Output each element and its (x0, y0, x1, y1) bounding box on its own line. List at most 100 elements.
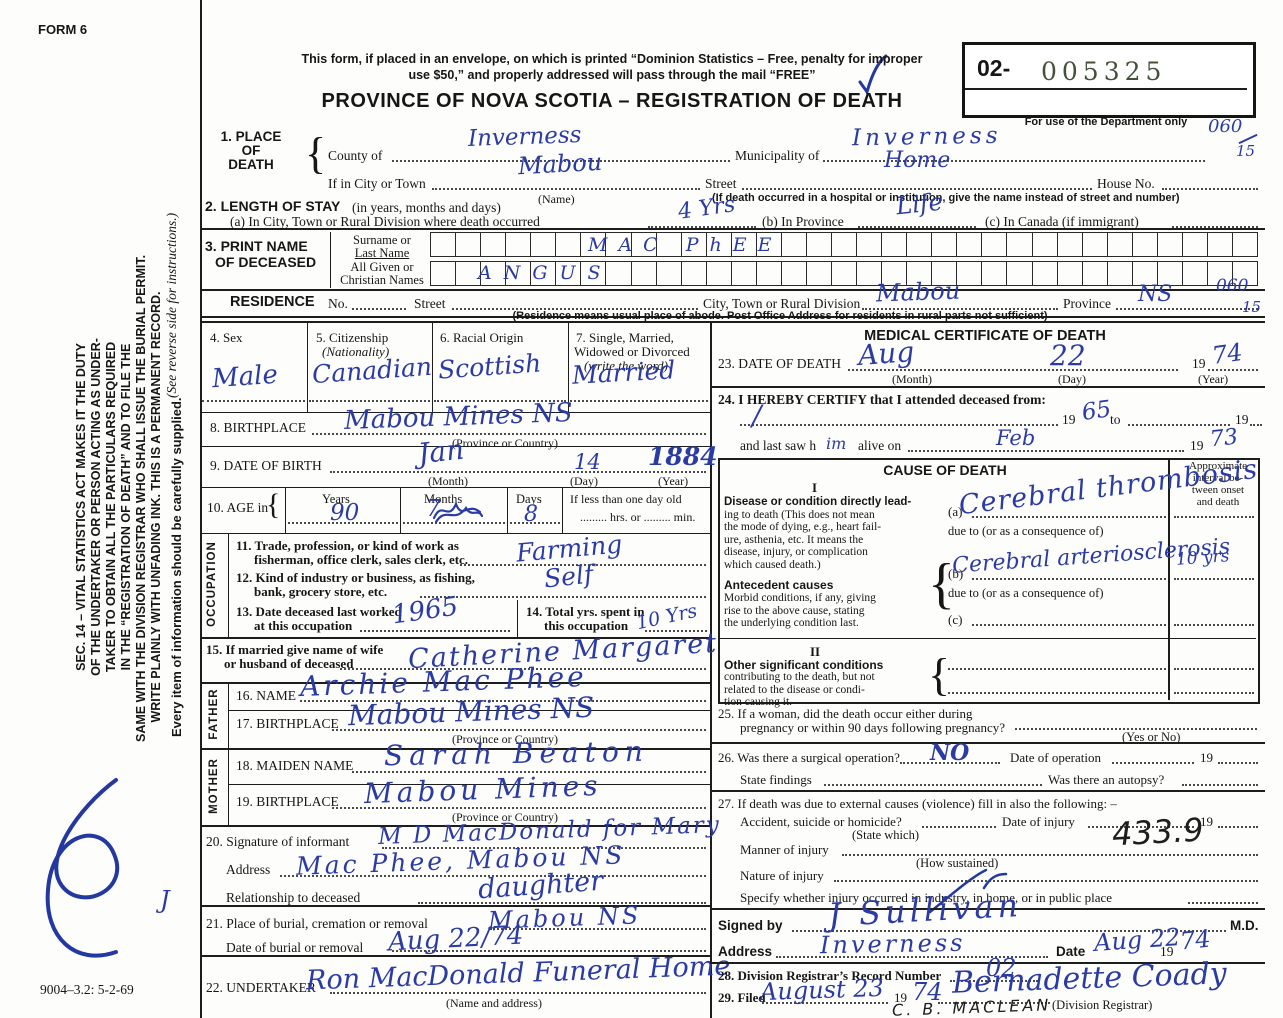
burial-place-label: 21. Place of burial, cremation or remova… (206, 916, 428, 931)
dotted-leader (1218, 762, 1258, 764)
pregnancy-label-2: pregnancy or within 90 days following pr… (740, 720, 1005, 735)
father-birthplace-value: Mabou Mines NS (347, 690, 595, 733)
rule (200, 682, 712, 684)
rule (965, 88, 1247, 90)
name-grid-cell (806, 232, 832, 257)
dotted-leader (1218, 826, 1258, 828)
dotted-leader (972, 578, 1166, 580)
occ12-label-2: bank, grocery store, etc. (254, 584, 388, 599)
dept-code-res: 060 (1216, 276, 1249, 296)
father-birthplace-caption: (Province or Country) (452, 732, 558, 746)
rule (200, 316, 1265, 318)
dept-code-res-2: 15 (1242, 298, 1262, 316)
dotted-leader (862, 308, 1058, 310)
name-grid-cell (857, 232, 883, 257)
dotted-leader (432, 188, 700, 190)
mother-birthplace-caption: (Province or Country) (452, 810, 558, 824)
cause-a-label: (a) (948, 504, 963, 519)
death-year-value: 74 (1210, 338, 1245, 370)
s3-heading: 3. PRINT NAME OF DECEASED (205, 238, 317, 270)
rule (718, 638, 1256, 639)
dotted-leader (280, 875, 706, 877)
dotted-leader (510, 522, 560, 524)
dotted-leader (848, 369, 1178, 371)
lastsaw-19: 19 (1190, 438, 1204, 453)
name-grid-cell (882, 232, 908, 257)
dotted-leader (312, 433, 706, 435)
racial-origin-value: Scottish (437, 348, 543, 385)
dotted-leader (288, 522, 398, 524)
name-grid-cell (1107, 232, 1133, 257)
rule (200, 412, 712, 413)
ink-mark-j: J (160, 886, 170, 914)
city-town-label: If in City or Town (328, 176, 426, 191)
filed-date-value: August 23 (759, 973, 885, 1007)
dotted-leader (950, 980, 1038, 982)
dotted-leader (382, 847, 706, 849)
dotted-leader (824, 784, 1042, 786)
filed-label: 29. Filed (718, 990, 766, 1005)
dotted-leader (834, 880, 1258, 882)
dotted-leader (948, 668, 1166, 670)
dotted-leader (202, 400, 305, 402)
res-street-label: Street (414, 296, 446, 311)
accident-label: Accident, suicide or homicide? (740, 814, 902, 829)
name-grid-cell (556, 232, 582, 257)
rule (228, 682, 229, 748)
name-grid-cell (506, 232, 532, 257)
citizenship-label: 5. Citizenship (316, 330, 389, 345)
brace: { (928, 649, 951, 700)
age-days-label: Days (516, 492, 542, 506)
cause-heading: CAUSE OF DEATH (883, 462, 1007, 478)
column-divider (710, 321, 712, 1018)
rule (710, 908, 1265, 910)
age-years-value: 90 (330, 500, 360, 526)
name-grid-cell (606, 261, 632, 286)
marital-value: Married (571, 355, 676, 390)
cause-p1: Disease or condition directly lead- ing … (724, 496, 912, 571)
residence-caption: (Residence means usual place of abode. P… (512, 310, 1048, 322)
pregnancy-label: 25. If a woman, did the death occur eith… (718, 706, 973, 721)
occ13-value: 1965 (390, 591, 460, 631)
dotted-leader (842, 854, 1258, 856)
dotted-leader (1250, 424, 1262, 426)
dotted-leader (460, 564, 706, 566)
filed-19: 19 (894, 990, 907, 1005)
name-grid-cell (581, 232, 607, 257)
rule (228, 748, 229, 825)
father-birthplace-label: 17. BIRTHPLACE (236, 716, 339, 731)
occ11-label: 11. Trade, profession, or kind of work a… (236, 538, 459, 553)
undertaker-label: 22. UNDERTAKER (206, 980, 316, 995)
citizenship-value: Canadian (311, 351, 433, 390)
informant-label: 20. Signature of informant (206, 834, 350, 849)
occ14-label: 14. Total yrs. spent in (526, 604, 645, 619)
dotted-leader (330, 992, 706, 994)
dotted-leader (352, 308, 406, 310)
dotted-leader (570, 400, 708, 402)
name-grid-cell (1107, 261, 1133, 286)
brace: { (305, 129, 327, 178)
name-grid-cell (1007, 261, 1033, 286)
dob-month: Jan (416, 432, 466, 471)
racial-origin-label: 6. Racial Origin (440, 330, 524, 345)
name-grid-cell (1182, 261, 1208, 286)
rule (200, 905, 712, 907)
cause-due-b: due to (or as a consequence of) (948, 586, 1104, 600)
dotted-leader (330, 471, 706, 473)
rule (710, 962, 1265, 964)
antecedent-text: Morbid conditions, if any, giving rise t… (724, 592, 876, 629)
lastsaw-year: 73 (1208, 424, 1240, 453)
s2b-value: Life (894, 187, 945, 221)
sec14-line: SAME WITH THE DIVISION REGISTRAR WHO SHA… (134, 254, 148, 742)
birthplace-label: 8. BIRTHPLACE (210, 420, 306, 435)
name-grid-cell (481, 232, 507, 257)
age-months-label: Months (424, 492, 463, 506)
dept-caption: For use of the Department only (1024, 116, 1188, 128)
name-grid-cell (456, 232, 482, 257)
attended-from-mark: / (752, 399, 762, 432)
birthplace-caption: (Province or Country) (452, 436, 558, 450)
dotted-leader (1174, 692, 1254, 694)
rule (200, 289, 1265, 291)
mother-birthplace-value: Mabou Mines (363, 768, 603, 811)
